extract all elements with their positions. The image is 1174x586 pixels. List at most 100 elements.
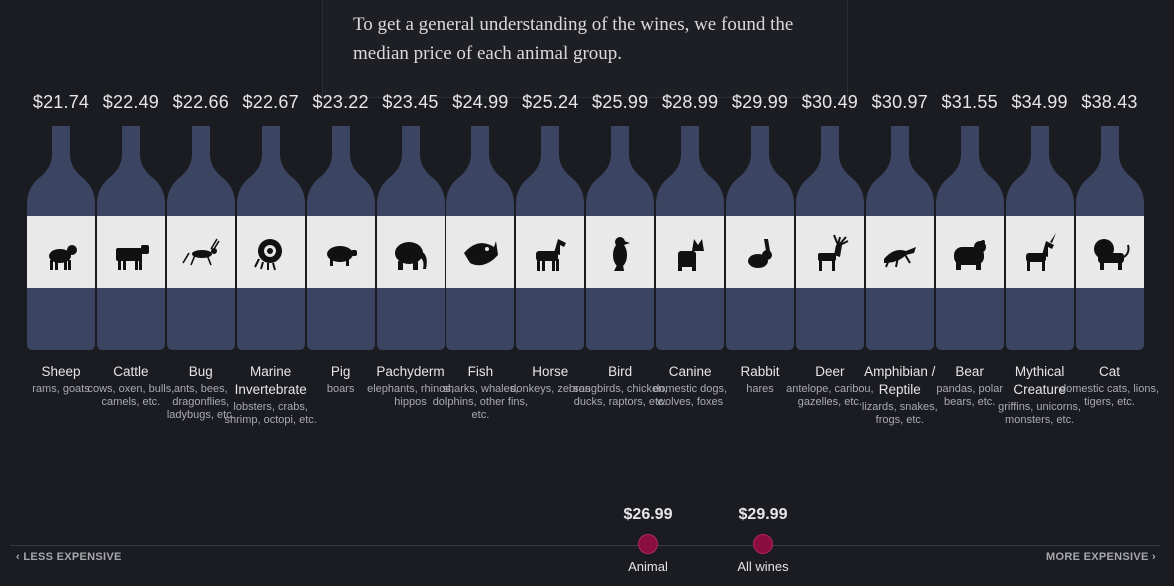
bottle-chart: $21.74 Sheep rams, goats $22.49 Cattle cows, … [11,92,1160,427]
marker-dot[interactable] [638,534,658,554]
bird-icon [613,237,631,271]
more-expensive-label: MORE EXPENSIVE › [1046,551,1156,563]
wine-bottle-bar [306,126,375,350]
bottle-price-label: $28.99 [661,92,719,112]
bottle-price-label: $22.67 [242,92,299,112]
animal-group-examples: lizards, snakes, frogs, etc. [861,401,938,426]
bottle-price-label: $22.49 [102,92,160,112]
animal-group-examples: ants, bees, dragonflies, ladybugs, etc. [166,383,235,421]
animal-group-name: Cattle [113,364,149,379]
sheep-icon [49,245,77,270]
less-expensive-label: ‹ LESS EXPENSIVE [16,551,122,563]
animal-group-name: Sheep [41,364,81,379]
bottle-price-label: $34.99 [1011,92,1068,112]
bottle-price-label: $25.24 [522,92,579,112]
bear-icon [953,240,986,270]
marker-animal[interactable]: $26.99 Animal [578,506,718,574]
chevron-left-icon: ‹ [16,551,20,563]
animal-group-label: Bird songbirds, chicken, ducks, raptors, … [570,363,670,409]
animal-group-name: Cat [1098,364,1120,379]
wine-bottle-bar [1075,126,1144,350]
animal-group-label: Bear pandas, polar bears, etc. [920,363,1020,409]
deer-icon [817,234,849,271]
animal-group-examples: sharks, whales, dolphins, other fins, et… [432,383,529,421]
pig-icon [326,246,357,266]
horse-icon [536,239,567,271]
wine-bottle-bar [586,126,655,350]
animal-group-examples: griffins, unicorns, monsters, etc. [998,401,1082,426]
animal-group-label: Fish sharks, whales, dolphins, other fins… [430,363,530,422]
bottle-price-label: $25.99 [592,92,649,112]
marker-price: $29.99 [738,506,788,523]
animal-group-label: Mythical Creature griffins, unicorns, mon… [990,363,1090,427]
marker-dot[interactable] [753,534,773,554]
animal-group-examples: boars [326,383,355,395]
bottle-label [795,216,864,288]
animal-group-name: Pachyderm [376,364,445,379]
animal-group-examples: elephants, rhinos, hippos [367,383,454,408]
bug-icon [182,238,220,266]
animal-group-name: Mythical Creature [1013,364,1066,397]
bottle-price-label: $30.49 [801,92,859,112]
chevron-right-icon: › [1152,551,1156,563]
canine-icon [678,239,705,271]
wine-bottle-bar [726,126,794,350]
animal-group-label: Horse donkeys, zebras [500,363,600,396]
wine-bottle-bar [27,126,95,350]
animal-group-examples: domestic dogs, wolves, foxes [653,383,728,408]
animal-group-name: Deer [815,364,845,379]
animal-group-examples: songbirds, chicken, ducks, raptors, etc. [573,383,668,408]
bottle-price-label: $23.22 [312,92,369,112]
animal-group-label: Marine Invertebrate lobsters, crabs, shri… [221,363,321,427]
animal-group-examples: antelope, caribou, gazelles, etc. [786,383,874,408]
animal-group-label: Pig boars [291,363,391,396]
animal-group-name: Marine Invertebrate [234,364,307,397]
cattle-icon [115,245,149,270]
animal-group-label: Amphibian / Reptile lizards, snakes, frog… [850,363,950,427]
rabbit-icon [748,239,772,268]
bottle-price-label: $23.45 [382,92,439,112]
bottle-price-label: $22.66 [172,92,229,112]
animal-group-examples: cows, oxen, bulls, camels, etc. [87,383,175,408]
fish-icon [464,241,499,266]
nautilus-icon [253,239,282,271]
animal-group-name: Amphibian / Reptile [864,364,936,397]
intro-text: To get a general understanding of the wi… [353,14,794,64]
bottle-price-label: $29.99 [731,92,789,112]
animal-group-name: Rabbit [740,364,780,379]
bottle-label [1005,216,1074,288]
animal-group-examples: hares [746,383,774,395]
animal-group-label: Cattle cows, oxen, bulls, camels, etc. [81,363,181,409]
animal-group-label: Sheep rams, goats [11,363,111,396]
animal-group-examples: pandas, polar bears, etc. [936,383,1004,408]
animal-group-examples: domestic cats, lions, tigers, etc. [1059,383,1160,408]
cat-icon [1093,239,1129,270]
marker-label: Animal [628,559,668,574]
bottle-price-label: $21.74 [32,92,90,112]
wine-bottle-bar [1005,126,1074,350]
less-expensive-text: LESS EXPENSIVE [23,551,122,563]
animal-group-label: Rabbit hares [710,363,810,396]
animal-group-label: Pachyderm elephants, rhinos, hippos [361,363,461,409]
animal-group-name: Bird [608,364,633,379]
animal-group-examples: rams, goats [32,383,90,395]
wine-bottle-bar [865,126,934,350]
animal-group-name: Bug [188,364,213,379]
marker-all-wines[interactable]: $29.99 All wines [693,506,833,574]
bottle-price-label: $31.55 [941,92,998,112]
animal-group-label: Deer antelope, caribou, gazelles, etc. [780,363,880,409]
bottle-price-label: $38.43 [1081,92,1138,112]
animal-group-label: Canine domestic dogs, wolves, foxes [640,363,740,409]
animal-group-name: Canine [668,364,712,379]
marker-label: All wines [737,559,789,574]
bottle-price-label: $24.99 [452,92,509,112]
price-axis-line [10,545,1160,546]
animal-group-name: Horse [532,364,569,379]
bottle-price-label: $30.97 [871,92,928,112]
lizard-icon [883,247,916,268]
animal-group-name: Pig [330,364,351,379]
animal-group-examples: lobsters, crabs, shrimp, octopi, etc. [224,401,317,426]
intro-box: To get a general understanding of the wi… [322,0,848,98]
unicorn-icon [1025,233,1056,271]
marker-price: $26.99 [623,506,673,523]
